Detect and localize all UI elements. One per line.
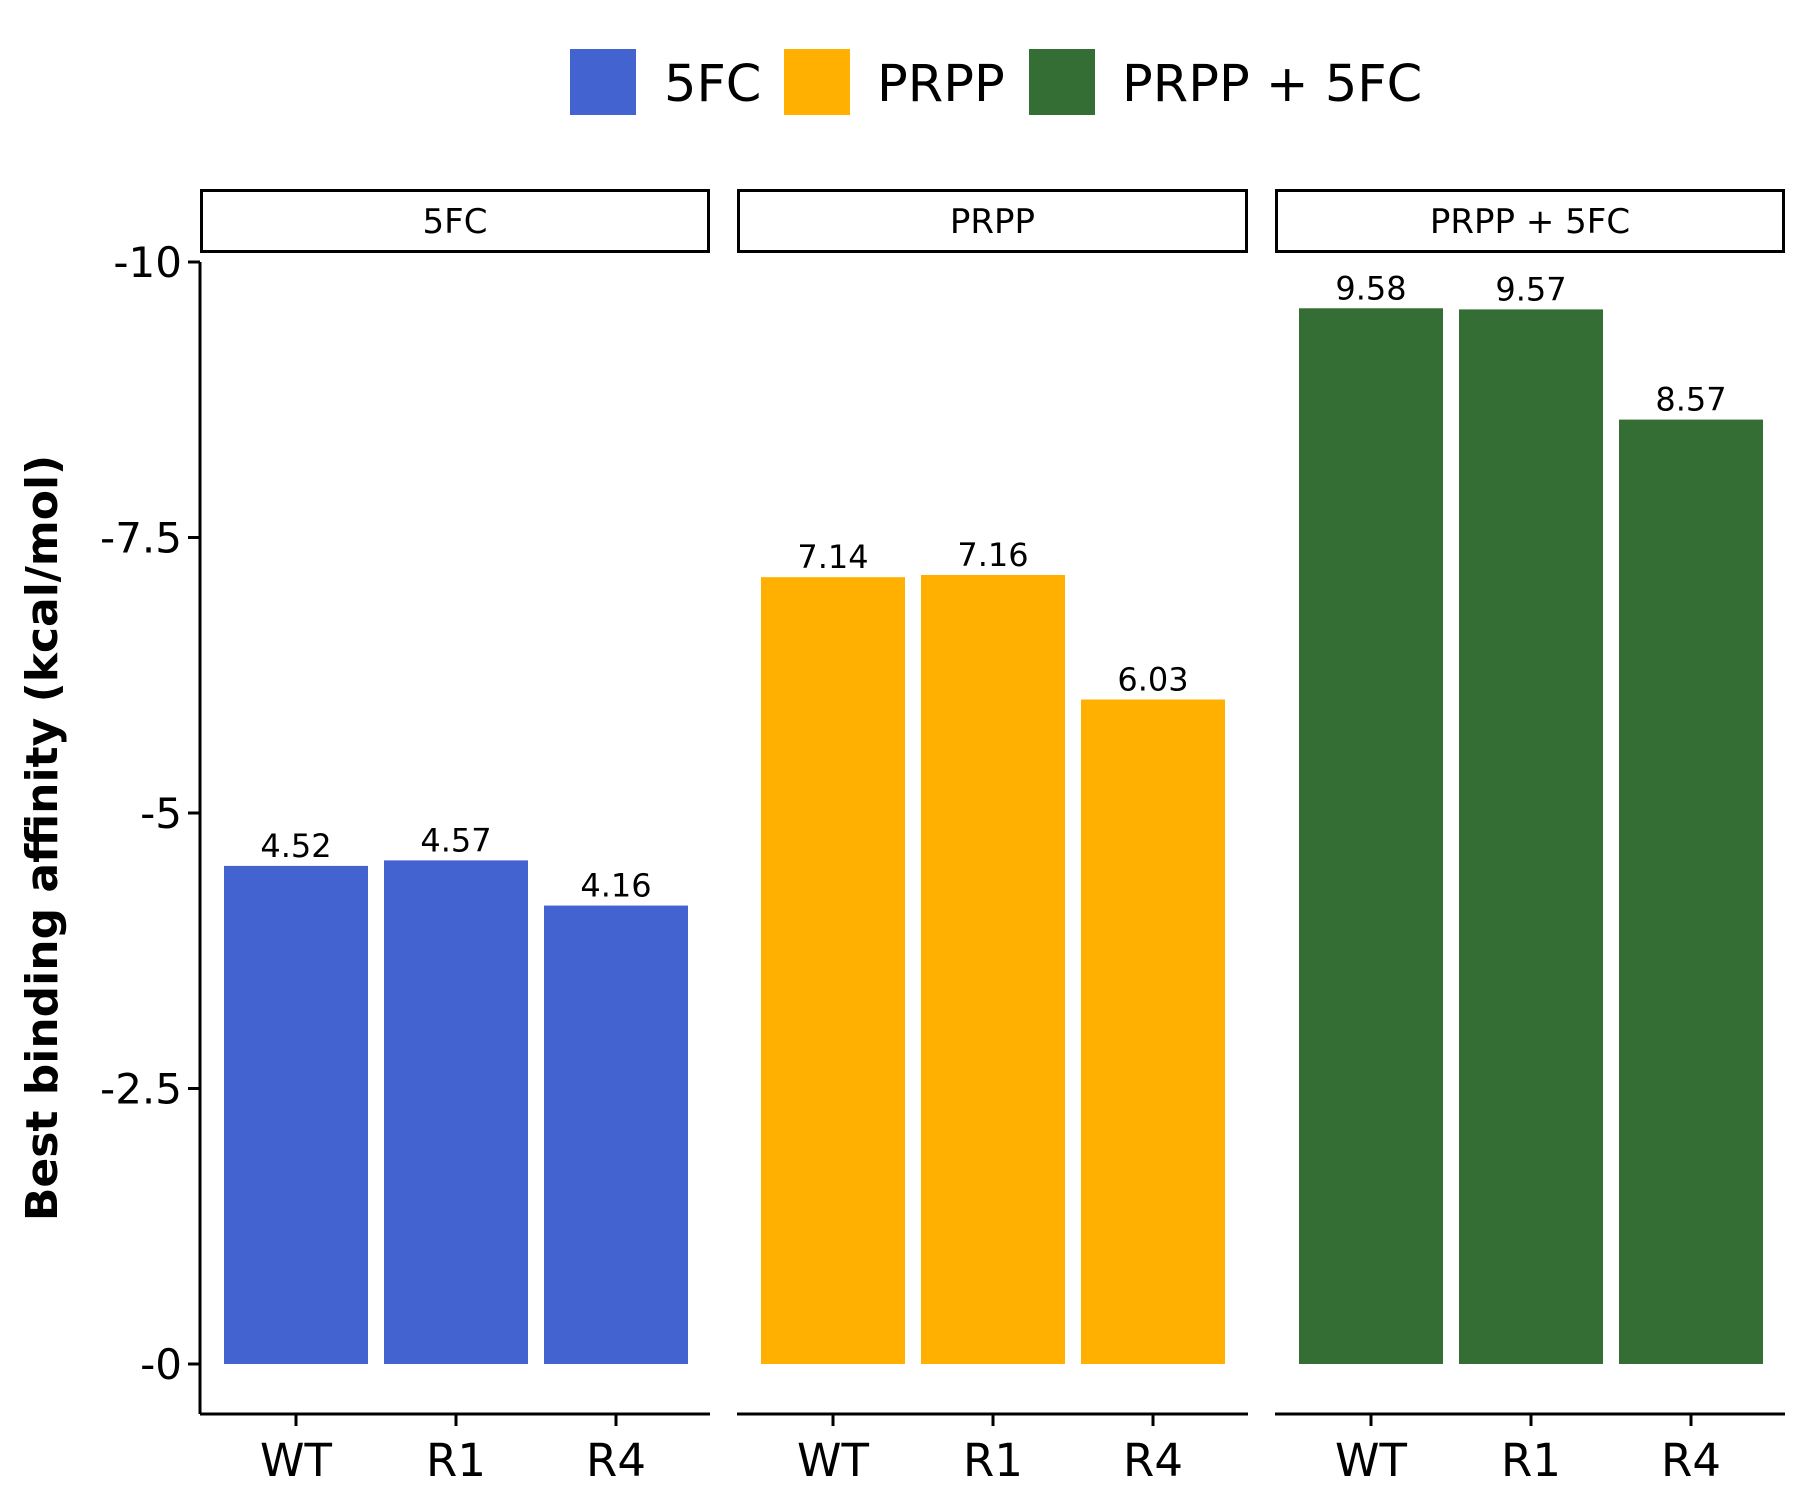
x-tick-label-r1: R1 [426,1434,486,1487]
value-label-prpp-5fc-r1: 9.57 [1495,270,1566,308]
bar-prpp-wt [761,577,905,1364]
y-axis-label: Best binding affinity (kcal/mol) [17,455,68,1221]
x-tick-label-wt: WT [1335,1434,1407,1487]
panels: 5FC 4.52 WT 4.57 R1 4.16 R4 PRPP 7.14 WT 7.16 R1 6.0… [200,189,1785,1487]
y-tick-label: -7.5 [100,514,182,563]
legend-label-prpp: PRPP [877,55,1005,114]
x-tick-label-r1: R1 [1501,1434,1561,1487]
bar-5fc-r4 [544,905,688,1364]
strip-label-prpp-5fc: PRPP + 5FC [1430,202,1630,242]
value-label-prpp-5fc-r4: 8.57 [1655,381,1726,419]
bar-prpp-5fc-r1 [1459,309,1603,1364]
legend-label-5fc: 5FC [664,55,761,114]
y-tick-label: -2.5 [100,1065,182,1114]
bar-prpp-5fc-wt [1299,308,1443,1365]
panel-5fc: 5FC 4.52 WT 4.57 R1 4.16 R4 [200,189,710,1487]
x-tick-label-wt: WT [797,1434,869,1487]
bar-prpp-r1 [921,574,1065,1364]
bar-prpp-r4 [1081,699,1225,1364]
strip-box-prpp [737,189,1248,253]
strip-box-5fc [200,189,710,253]
panel-prpp-5fc: PRPP + 5FC 9.58 WT 9.57 R1 8.57 R4 [1275,189,1785,1487]
y-tick-label: -5 [140,789,182,838]
x-tick-label-wt: WT [260,1434,332,1487]
value-label-prpp-r4: 6.03 [1117,660,1188,698]
panel-prpp: PRPP 7.14 WT 7.16 R1 6.03 R4 [737,189,1248,1487]
legend-label-prpp-5fc: PRPP + 5FC [1122,55,1422,114]
y-tick-label: -0 [140,1340,182,1389]
strip-label-prpp: PRPP [950,202,1035,242]
x-tick-label-r4: R4 [1123,1434,1183,1487]
x-tick-label-r4: R4 [1661,1434,1721,1487]
x-tick-label-r4: R4 [586,1434,646,1487]
legend: 5FC PRPP PRPP + 5FC [570,49,1422,115]
y-tick-label: -10 [113,238,182,287]
legend-swatch-prpp-5fc [1029,49,1095,115]
legend-swatch-prpp [784,49,850,115]
bar-prpp-5fc-r4 [1619,419,1763,1364]
legend-swatch-5fc [570,49,636,115]
value-label-5fc-wt: 4.52 [260,827,331,865]
value-label-5fc-r4: 4.16 [580,867,651,905]
bar-5fc-r1 [384,860,528,1364]
x-tick-label-r1: R1 [963,1434,1023,1487]
strip-label-5fc: 5FC [423,202,488,242]
y-axis: Best binding affinity (kcal/mol) -0 -2.5 -… [17,238,202,1414]
bar-5fc-wt [224,865,368,1364]
value-label-prpp-r1: 7.16 [957,536,1028,574]
value-label-5fc-r1: 4.57 [420,821,491,859]
value-label-prpp-wt: 7.14 [797,538,868,576]
strip-box-prpp-5fc [1275,189,1785,253]
value-label-prpp-5fc-wt: 9.58 [1335,269,1406,307]
